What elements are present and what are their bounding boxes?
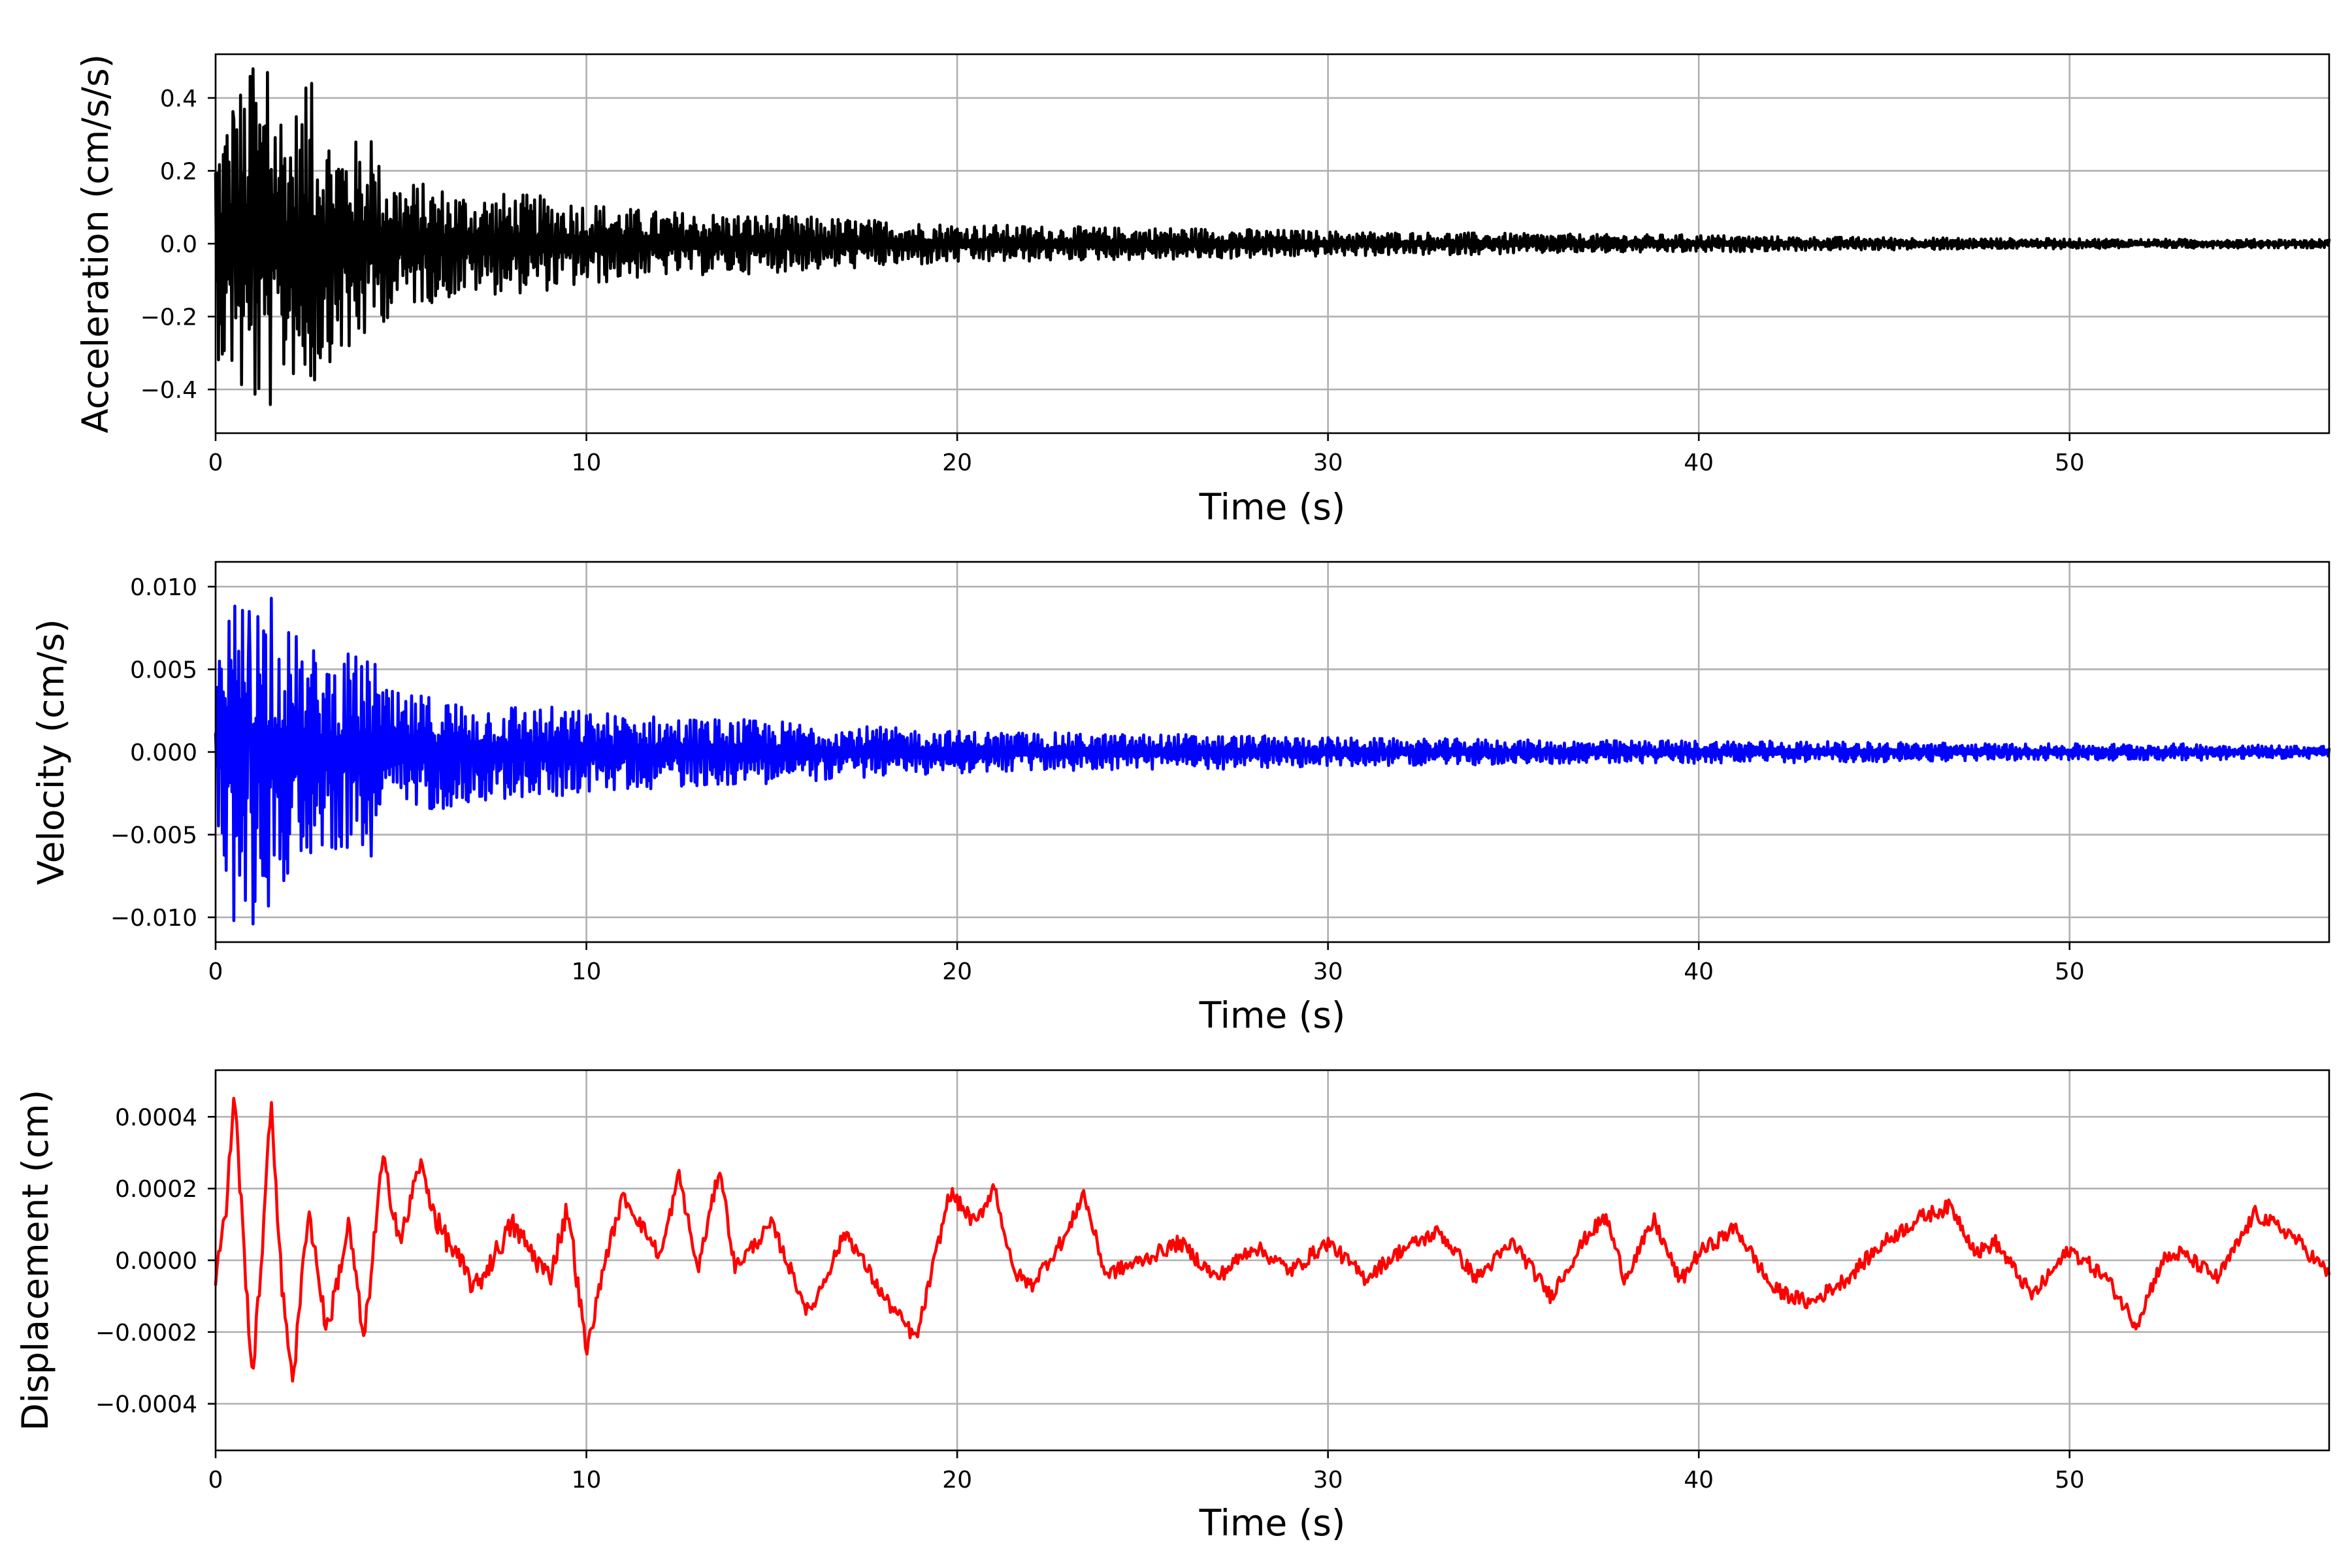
y-tick-label: 0.0000: [115, 1248, 197, 1275]
x-tick-label: 50: [2055, 449, 2085, 476]
y-tick-label: −0.2: [140, 304, 197, 331]
x-tick-label: 50: [2055, 1467, 2085, 1494]
acceleration-trace: [214, 67, 2331, 406]
x-tick-label: 50: [2055, 958, 2085, 985]
y-tick-label: −0.0004: [95, 1392, 197, 1418]
y-tick-label: 0.4: [160, 86, 197, 112]
y-tick-label: −0.005: [110, 823, 197, 849]
y-tick-label: 0.0004: [115, 1104, 197, 1131]
x-tick-label: 40: [1684, 1467, 1714, 1494]
x-tick-label: 40: [1684, 958, 1714, 985]
y-axis-label: Displacement (cm): [14, 1090, 56, 1431]
x-axis-label: Time (s): [1199, 1502, 1346, 1544]
y-tick-label: −0.010: [110, 905, 197, 932]
velocity-panel: 0 10 20 30 40 50 −0.010 −0.005 0.000 0.005 0.010 Ti…: [30, 561, 2331, 1036]
y-axis-label: Acceleration (cm/s/s): [74, 54, 116, 433]
x-tick-label: 40: [1684, 449, 1714, 476]
y-tick-label: 0.0002: [115, 1176, 197, 1203]
displacement-panel: 0 10 20 30 40 50 −0.0004 −0.0002 0.0000 0.0002 0.0…: [14, 1069, 2331, 1544]
x-axis-label: Time (s): [1199, 994, 1346, 1036]
x-tick-label: 20: [942, 449, 972, 476]
y-tick-label: −0.0002: [95, 1320, 197, 1347]
x-tick-label: 10: [572, 958, 602, 985]
x-tick-label: 10: [572, 1467, 602, 1494]
x-tick-label: 0: [208, 449, 223, 476]
acceleration-panel: 0 10 20 30 40 50 −0.4 −0.2 0.0 0.2 0.4 Time (s) Acce…: [74, 53, 2331, 528]
y-tick-label: 0.005: [130, 657, 197, 683]
x-tick-label: 30: [1313, 1467, 1343, 1494]
y-axis-label: Velocity (cm/s): [30, 619, 72, 885]
x-tick-label: 30: [1313, 958, 1343, 985]
displacement-trace: [214, 1096, 2331, 1383]
x-tick-label: 0: [208, 958, 223, 985]
x-tick-label: 0: [208, 1467, 223, 1494]
velocity-trace: [214, 596, 2331, 926]
x-tick-label: 10: [572, 449, 602, 476]
x-tick-label: 20: [942, 958, 972, 985]
y-tick-label: −0.4: [140, 377, 197, 404]
y-tick-label: 0.2: [160, 158, 197, 185]
x-tick-label: 30: [1313, 449, 1343, 476]
x-tick-label: 20: [942, 1467, 972, 1494]
y-tick-label: 0.000: [130, 740, 197, 766]
y-tick-label: 0.0: [160, 231, 197, 258]
y-tick-label: 0.010: [130, 574, 197, 601]
x-axis-label: Time (s): [1199, 486, 1346, 528]
